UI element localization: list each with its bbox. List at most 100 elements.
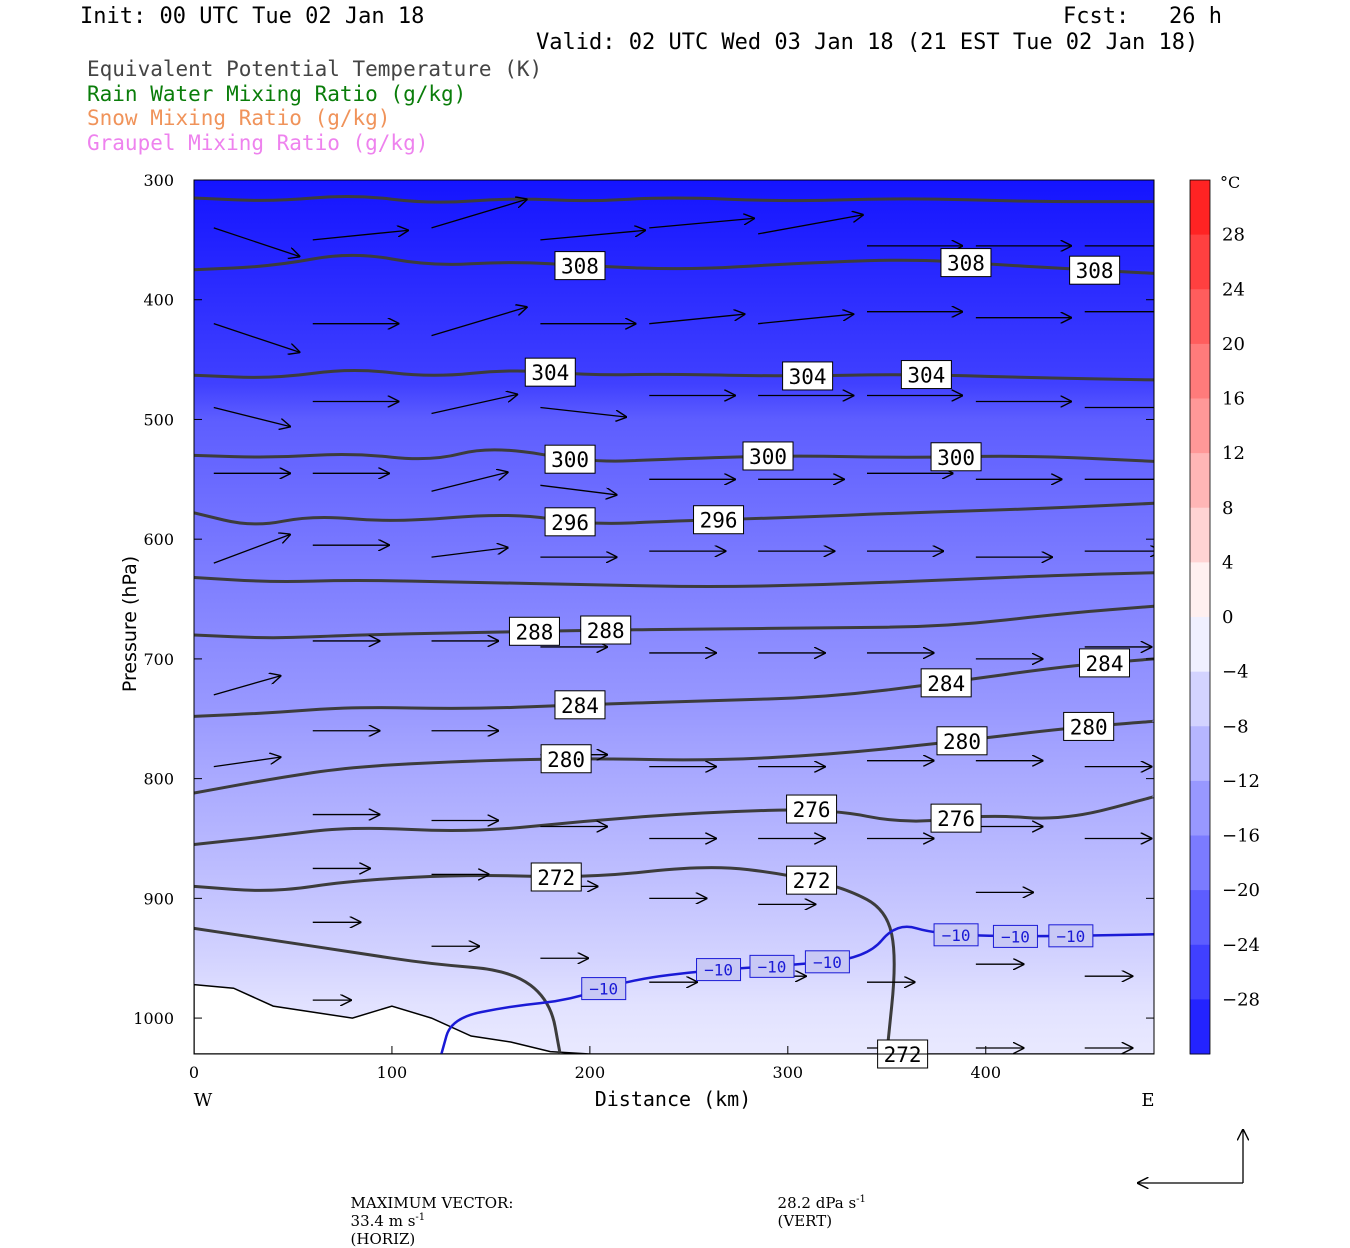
colorbar-tick-label: 28: [1222, 225, 1245, 246]
wind-vector: [431, 472, 508, 492]
x-axis-title: Distance (km): [595, 1087, 752, 1111]
theta-e-contour-272: [194, 866, 896, 1054]
colorbar-tick-label: 24: [1222, 279, 1245, 300]
isotherm-label-box: [1048, 924, 1094, 948]
contour-label-296: 296: [551, 511, 589, 535]
colorbar-tick-label: 4: [1222, 552, 1233, 573]
colorbar-segment: [1190, 343, 1210, 399]
contour-label-box: [544, 444, 596, 474]
contour-label-box: [930, 803, 982, 833]
colorbar-tick-label: −4: [1222, 662, 1249, 683]
contour-label-300: 300: [749, 445, 787, 469]
theta-e-contour-276: [194, 795, 1154, 846]
isotherm-label: −10: [758, 957, 787, 976]
legend-graupel: Graupel Mixing Ratio (g/kg): [87, 131, 429, 155]
contour-label-280: 280: [1070, 715, 1108, 739]
contour-label-box: [554, 690, 606, 720]
contour-label-box: [930, 442, 982, 472]
legend-theta-e: Equivalent Potential Temperature (K): [87, 57, 543, 81]
wind-vector: [540, 484, 616, 495]
isotherm-label: −10: [589, 980, 618, 999]
wind-vector: [431, 307, 527, 337]
plot-frame: [193, 179, 1155, 1055]
wind-vector: [540, 406, 626, 417]
y-tick-label: 800: [143, 770, 174, 789]
isotherm-label: −10: [1056, 927, 1085, 946]
contour-label-box: [900, 360, 952, 390]
y-tick-label: 300: [143, 171, 174, 190]
colorbar-segment: [1190, 890, 1210, 946]
colorbar-tick-label: −8: [1222, 716, 1249, 737]
max-vector-title: MAXIMUM VECTOR:: [350, 1194, 514, 1212]
wind-vector: [213, 227, 300, 257]
colorbar-segment: [1190, 398, 1210, 454]
y-tick-label: 500: [143, 410, 174, 429]
y-axis-title: Pressure (hPa): [119, 556, 141, 692]
max-vector-label: MAXIMUM VECTOR: 33.4 m s-1 (HORIZ): [341, 1176, 523, 1248]
wind-vector: [540, 230, 645, 241]
x-tick-label: 400: [970, 1063, 1001, 1082]
x-tick-label: 300: [773, 1063, 804, 1082]
contour-label-box: [786, 794, 838, 824]
colorbar: °C 28 24 20 16 12 8 4 0 −4 −8 −12 −16 −20 −24 −28: [1189, 173, 1260, 1055]
colorbar-segment: [1190, 289, 1210, 345]
contour-label-308: 308: [561, 255, 599, 279]
contour-label-308: 308: [1076, 259, 1114, 283]
contour-label-272: 272: [884, 1043, 922, 1067]
contour-label-288: 288: [587, 619, 625, 643]
contour-label-box: [1063, 711, 1115, 741]
plot-background: [194, 180, 1154, 1054]
contour-label-box: [540, 744, 592, 774]
wind-vector: [431, 548, 508, 558]
isotherm-label-box: [933, 923, 979, 947]
y-tick-label: 1000: [133, 1009, 174, 1028]
valid-time: Valid: 02 UTC Wed 03 Jan 18 (21 EST Tue …: [536, 30, 1199, 55]
contour-label-box: [936, 726, 988, 756]
colorbar-segment: [1190, 617, 1210, 673]
isotherm-label-box: [749, 954, 795, 978]
horiz-value: 33.4 m s: [350, 1212, 416, 1230]
colorbar-tick-label: 0: [1222, 607, 1233, 628]
wind-vector: [649, 314, 744, 325]
contour-label-300: 300: [937, 446, 975, 470]
colorbar-segment: [1190, 453, 1210, 509]
theta-e-contour-268: [194, 926, 562, 1054]
forecast-hour: Fcst: 26 h: [1063, 4, 1222, 29]
vert-tag: (VERT): [777, 1212, 833, 1230]
contour-label-304: 304: [531, 361, 569, 385]
theta-e-contours: [194, 194, 1154, 1054]
wind-vector: [213, 323, 300, 353]
theta-e-contour-308: [194, 253, 1154, 275]
contour-labels: 308 308 308 304 304 304 300 300 300 296 296 288 288 2…: [508, 248, 1131, 1069]
wind-vectors: [213, 199, 1154, 1048]
colorbar-segment: [1190, 671, 1210, 727]
theta-e-contour-312: [194, 194, 1154, 204]
contour-label-284: 284: [1086, 652, 1124, 676]
theta-e-contour-288: [194, 604, 1154, 640]
contour-label-288: 288: [515, 620, 553, 644]
contour-label-280: 280: [547, 748, 585, 772]
legend-rain-water: Rain Water Mixing Ratio (g/kg): [87, 82, 467, 106]
contour-label-276: 276: [793, 798, 831, 822]
horiz-sup: -1: [415, 1212, 426, 1223]
contour-label-272: 272: [537, 866, 575, 890]
isotherm-label: −10: [813, 953, 842, 972]
theta-e-contour-292: [194, 571, 1154, 588]
wind-vector: [431, 199, 527, 229]
contour-label-308: 308: [947, 252, 985, 276]
contour-label-box: [1069, 255, 1121, 285]
y-tick-label: 600: [143, 530, 174, 549]
theta-e-contour-296: [194, 501, 1154, 526]
x-tick-label: 100: [377, 1063, 408, 1082]
contour-label-284: 284: [927, 672, 965, 696]
colorbar-segment: [1190, 999, 1210, 1055]
contour-label-280: 280: [943, 730, 981, 754]
legend-snow: Snow Mixing Ratio (g/kg): [87, 106, 391, 130]
contour-label-box: [544, 507, 596, 537]
wind-vector: [431, 394, 517, 415]
y-tick-label: 700: [143, 650, 174, 669]
colorbar-tick-label: −12: [1222, 771, 1260, 792]
colorbar-frame: [1189, 179, 1211, 1055]
contour-label-box: [530, 862, 582, 892]
wind-vector: [649, 218, 754, 229]
